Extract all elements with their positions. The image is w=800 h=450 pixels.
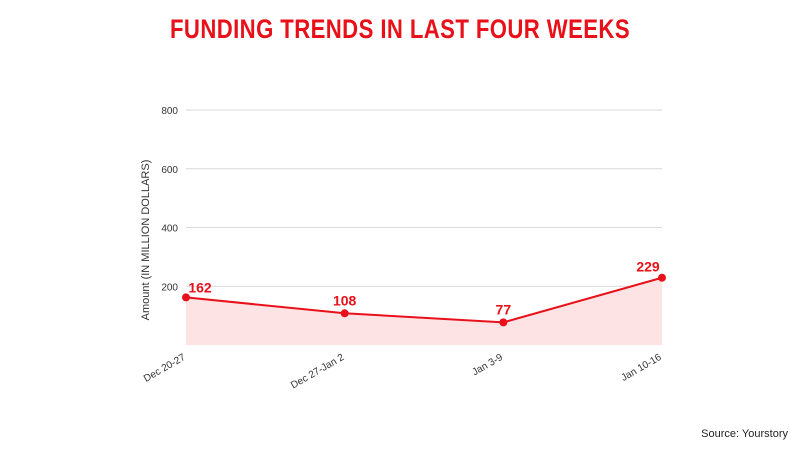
data-points-layer xyxy=(182,273,666,327)
y-tick-labels: 200 400 600 800 xyxy=(161,106,178,293)
chart-title: FUNDING TRENDS IN LAST FOUR WEEKS xyxy=(169,14,631,44)
source-note: Source: Yourstory xyxy=(701,428,788,440)
series-line-layer xyxy=(185,276,663,324)
y-tick-label: 600 xyxy=(161,165,178,176)
x-tick-labels: Dec 20-27 Dec 27-Jan 2 Jan 3-9 Jan 10-16 xyxy=(142,352,664,391)
data-point xyxy=(499,318,508,327)
x-tick-label: Jan 10-16 xyxy=(619,352,663,384)
series-line xyxy=(185,276,663,324)
area-fill-layer xyxy=(186,277,662,345)
data-point xyxy=(658,273,666,282)
data-label: 108 xyxy=(333,292,357,308)
data-label: 229 xyxy=(636,259,660,275)
y-tick-label: 200 xyxy=(161,282,178,293)
x-tick-label: Dec 27-Jan 2 xyxy=(289,352,346,391)
data-label: 162 xyxy=(188,279,212,295)
y-axis-title: Amount (IN MILLION DOLLARS) xyxy=(140,160,152,321)
y-tick-label: 800 xyxy=(161,106,178,117)
grid-lines xyxy=(186,109,662,287)
y-tick-label: 400 xyxy=(161,224,178,235)
data-point xyxy=(182,293,190,302)
x-tick-label: Dec 20-27 xyxy=(142,352,188,385)
x-tick-label: Jan 3-9 xyxy=(470,352,505,378)
data-labels-layer: 162 108 77 229 xyxy=(188,259,660,318)
data-point xyxy=(340,309,349,318)
series-area xyxy=(186,277,662,345)
data-label: 77 xyxy=(496,301,512,317)
